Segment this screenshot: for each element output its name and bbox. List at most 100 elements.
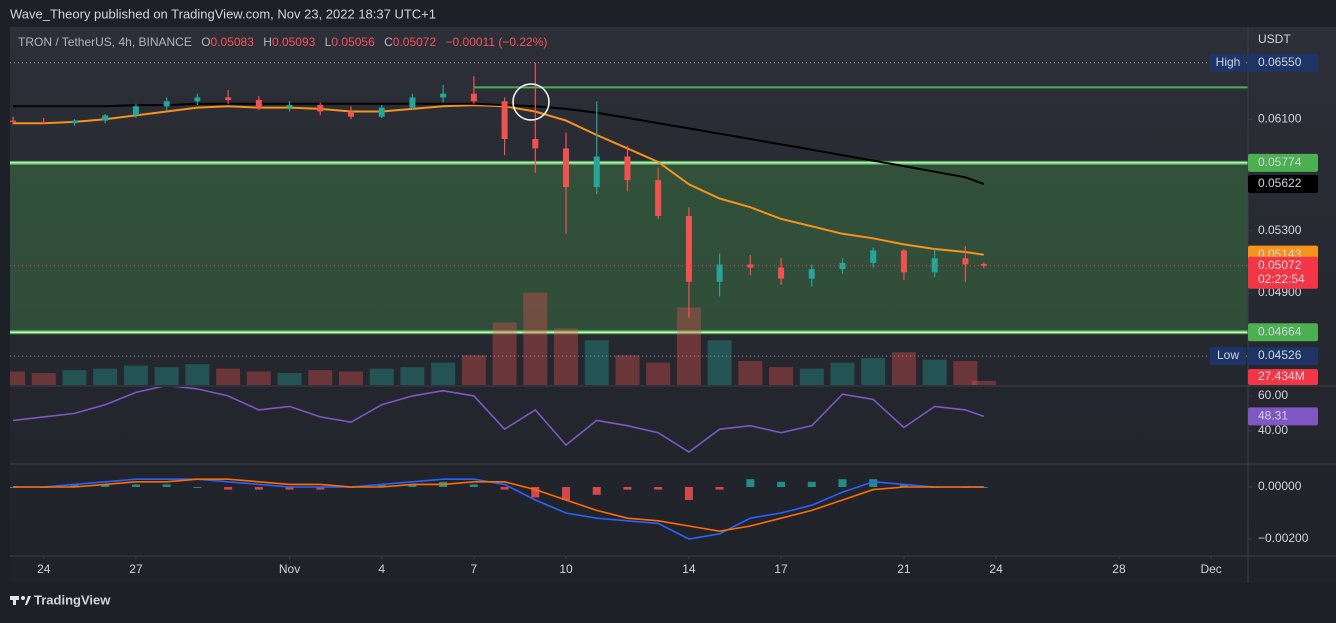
price-tag-label: 0.04526 xyxy=(1258,348,1302,362)
candle-body xyxy=(10,120,17,122)
macd-histogram xyxy=(562,486,571,501)
volume-bar xyxy=(246,371,271,385)
volume-bar xyxy=(676,307,701,385)
extreme-tag xyxy=(1210,53,1246,72)
price-tag-label: 48.31 xyxy=(1258,409,1288,423)
price-tag xyxy=(1248,407,1318,426)
candle-body xyxy=(980,263,987,266)
legend-value: 0.05083 xyxy=(211,35,255,49)
price-tag xyxy=(1248,256,1318,289)
candle-body xyxy=(347,111,354,117)
price-tag-label: 0.05622 xyxy=(1258,176,1302,190)
macd-histogram xyxy=(654,486,663,490)
candle-body xyxy=(378,107,385,117)
macd-histogram xyxy=(746,479,755,487)
rsi-line xyxy=(13,387,985,453)
volume-bar xyxy=(216,368,241,385)
symbol: TRON / TetherUS, 4h, BINANCE xyxy=(18,35,192,49)
macd-histogram xyxy=(285,486,294,490)
candle-body xyxy=(870,250,877,263)
candle-body xyxy=(102,115,109,121)
volume-tag-label: 27.434M xyxy=(1258,369,1305,383)
logo-mark xyxy=(21,596,25,600)
volume-bar xyxy=(738,361,763,385)
chart-background xyxy=(10,27,1336,583)
macd-histogram xyxy=(254,486,263,490)
volume-bar xyxy=(461,355,486,385)
candle-body xyxy=(317,105,324,112)
volume-bar xyxy=(769,367,794,385)
volume-bar xyxy=(369,368,394,385)
candle-body xyxy=(225,97,232,100)
price-tag-label: 0.04664 xyxy=(1258,324,1302,338)
legend-key: O xyxy=(201,35,210,49)
macd-pane xyxy=(10,478,988,540)
macd-histogram xyxy=(162,484,171,487)
macd-histogram xyxy=(838,479,847,487)
macd-histogram xyxy=(101,484,110,487)
price-tag xyxy=(1248,347,1318,366)
extreme-tag-text: Low xyxy=(1217,348,1239,362)
candle-body xyxy=(470,93,477,102)
macd-histogram xyxy=(224,486,233,490)
price-tag xyxy=(1248,53,1318,72)
axis-unit: USDT xyxy=(1258,32,1291,46)
rsi-tick-label: 60.00 xyxy=(1258,388,1288,402)
volume-bar xyxy=(922,359,947,385)
volume-bar xyxy=(400,367,425,385)
volume-bar xyxy=(123,365,148,385)
macd-histogram xyxy=(377,484,386,487)
volume-bar xyxy=(861,358,886,385)
x-tick-label: Dec xyxy=(1200,562,1221,576)
macd-histogram xyxy=(684,486,693,501)
price-pane xyxy=(10,62,1248,385)
volume-bar xyxy=(891,352,916,385)
volume-bar xyxy=(338,371,363,385)
volume-bar xyxy=(431,362,456,385)
candle-body xyxy=(532,139,539,149)
candle-body xyxy=(900,250,907,273)
macd-histogram xyxy=(531,486,540,498)
macd-histogram xyxy=(592,486,601,495)
volume-bar xyxy=(707,340,732,385)
volume-bar xyxy=(554,328,579,385)
macd-histogram xyxy=(70,484,79,487)
logo-mark xyxy=(25,596,31,605)
volume-bar xyxy=(185,364,210,385)
legend-value: 0.05093 xyxy=(272,35,316,49)
candle-body xyxy=(40,121,47,124)
volume-bar xyxy=(277,373,302,385)
x-tick-label: 14 xyxy=(682,562,696,576)
logo-mark xyxy=(13,596,16,605)
publish-header: Wave_Theory published on TradingView.com… xyxy=(10,6,436,21)
x-tick-label: 17 xyxy=(774,562,788,576)
volume-tag xyxy=(1248,369,1318,385)
candle-body xyxy=(808,269,815,279)
candle-body xyxy=(563,148,570,188)
price-tag xyxy=(1248,175,1318,194)
macd-histogram xyxy=(899,484,908,487)
macd-histogram xyxy=(715,486,724,490)
price-tag-label: 0.06550 xyxy=(1258,55,1302,69)
macd-histogram xyxy=(500,486,509,490)
x-tick-label: 4 xyxy=(378,562,385,576)
x-tick-label: 28 xyxy=(1112,562,1126,576)
candle-body xyxy=(440,93,447,98)
macd-histogram xyxy=(469,484,478,487)
footer-brand: TradingView xyxy=(34,592,111,607)
macd-histogram xyxy=(408,484,417,487)
volume-bar xyxy=(62,370,87,385)
candle-body xyxy=(163,101,170,107)
macd-histogram xyxy=(777,481,786,487)
macd-histogram xyxy=(807,481,816,487)
level-band xyxy=(10,162,1248,333)
volume-bar xyxy=(31,373,56,385)
candle-body xyxy=(286,105,293,108)
extreme-tag xyxy=(1210,347,1246,366)
macd-histogram xyxy=(979,486,988,488)
x-tick-label: 21 xyxy=(897,562,911,576)
candle-body xyxy=(501,101,508,140)
candle-body xyxy=(624,156,631,181)
volume-bar xyxy=(523,292,548,385)
